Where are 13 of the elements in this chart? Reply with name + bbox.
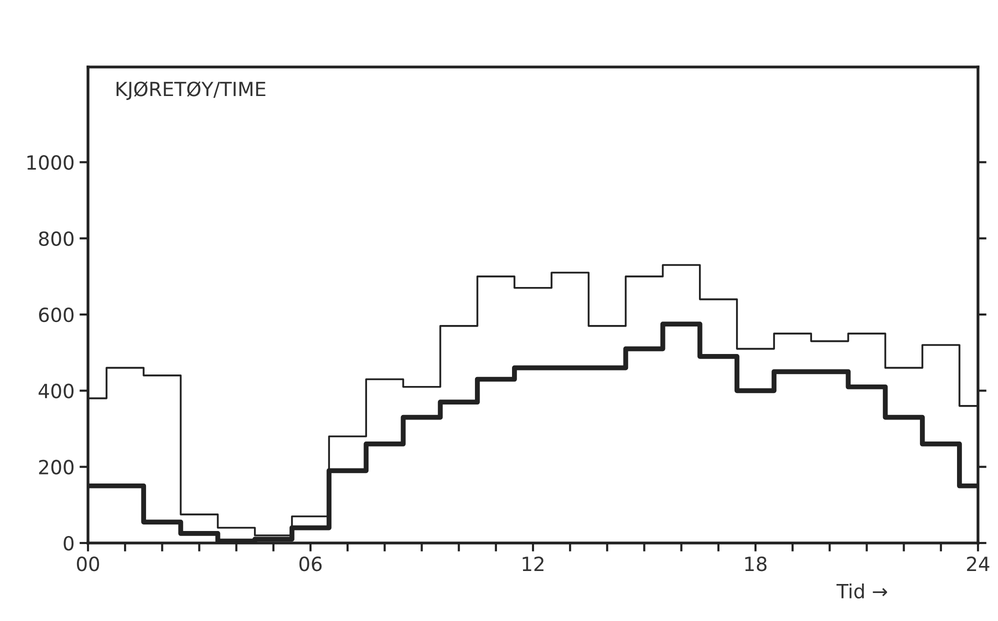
x-tick-label: 24 [967, 556, 990, 571]
y-axis-title: KJØRETØY/TIME [116, 81, 266, 100]
x-tick-label: 18 [745, 556, 767, 572]
x-tick-label: 00 [76, 556, 100, 572]
y-tick-label: 800 [39, 231, 74, 246]
y-tick-label: 1000 [27, 155, 74, 170]
x-tick-label: 06 [299, 556, 322, 572]
x-tick-label: 12 [522, 556, 544, 571]
y-tick-label: 0 [64, 536, 74, 551]
y-tick-label: 200 [39, 460, 74, 475]
x-axis-title: Tid → [836, 583, 888, 599]
y-tick-label: 400 [38, 384, 74, 398]
y-tick-label: 600 [39, 307, 74, 322]
